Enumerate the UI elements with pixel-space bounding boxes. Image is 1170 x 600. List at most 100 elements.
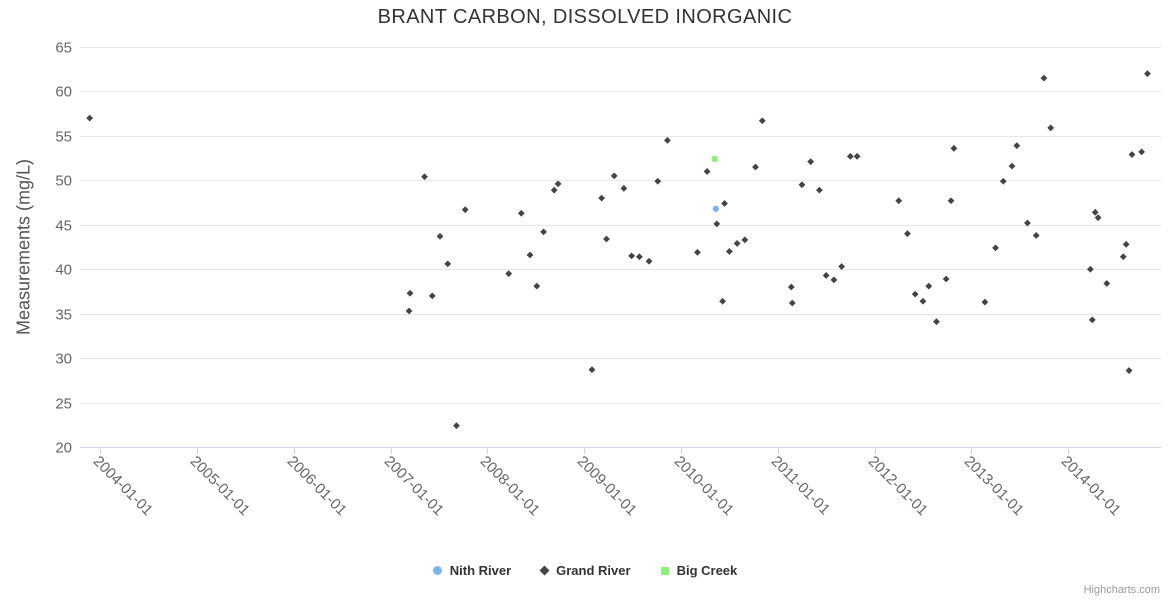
data-point[interactable] xyxy=(1138,148,1146,156)
data-point[interactable] xyxy=(620,184,628,192)
data-point[interactable] xyxy=(540,228,547,236)
data-point[interactable] xyxy=(505,270,513,278)
data-point[interactable] xyxy=(694,248,701,256)
data-point[interactable] xyxy=(853,152,861,160)
data-point[interactable] xyxy=(1032,232,1040,239)
data-point[interactable] xyxy=(758,117,766,125)
data-point[interactable] xyxy=(1008,162,1016,170)
data-point[interactable] xyxy=(428,292,436,300)
data-point[interactable] xyxy=(719,297,726,305)
chart-title: BRANT CARBON, DISSOLVED INORGANIC xyxy=(377,6,793,28)
data-point[interactable] xyxy=(533,282,541,290)
y-tick-label: 20 xyxy=(55,440,72,457)
data-point[interactable] xyxy=(421,173,428,181)
x-tick-label: 2008-01-01 xyxy=(477,453,543,519)
data-point[interactable] xyxy=(406,289,414,297)
data-point[interactable] xyxy=(444,260,452,268)
data-point[interactable] xyxy=(787,283,795,291)
data-point[interactable] xyxy=(721,200,728,207)
data-point[interactable] xyxy=(628,252,636,260)
x-tick-label: 2013-01-01 xyxy=(961,453,1027,519)
data-point[interactable] xyxy=(981,298,989,306)
data-point[interactable] xyxy=(635,253,643,261)
data-point[interactable] xyxy=(713,220,721,228)
data-point[interactable] xyxy=(999,177,1007,185)
data-point[interactable] xyxy=(461,206,469,214)
y-tick-label: 45 xyxy=(55,218,72,235)
data-point[interactable] xyxy=(725,248,733,255)
legend-item-nith-river[interactable]: Nith River xyxy=(432,563,511,578)
data-point[interactable] xyxy=(904,230,911,238)
x-tick-label: 2010-01-01 xyxy=(671,453,737,519)
data-point[interactable] xyxy=(526,251,534,259)
data-point[interactable] xyxy=(1128,151,1136,158)
data-point[interactable] xyxy=(1024,219,1031,227)
x-tick-label: 2011-01-01 xyxy=(768,453,833,518)
data-point[interactable] xyxy=(919,297,927,305)
data-point[interactable] xyxy=(1086,265,1094,273)
data-point[interactable] xyxy=(405,307,413,315)
data-point[interactable] xyxy=(603,235,610,243)
data-point[interactable] xyxy=(933,318,940,326)
data-point[interactable] xyxy=(1125,367,1133,374)
data-point[interactable] xyxy=(1122,240,1130,248)
data-point[interactable] xyxy=(588,366,596,374)
data-point[interactable] xyxy=(895,197,903,205)
data-point[interactable] xyxy=(645,257,653,265)
legend-item-big-creek[interactable]: Big Creek xyxy=(660,563,738,578)
data-point[interactable] xyxy=(822,272,830,279)
data-point[interactable] xyxy=(846,152,854,160)
data-point[interactable] xyxy=(992,244,999,252)
data-point[interactable] xyxy=(664,136,671,144)
data-point[interactable] xyxy=(1103,280,1111,287)
highcharts-credit-link[interactable]: Highcharts.com xyxy=(1083,584,1160,596)
data-point[interactable] xyxy=(86,114,94,122)
data-point[interactable] xyxy=(942,275,950,283)
data-point[interactable] xyxy=(610,172,618,180)
data-point[interactable] xyxy=(807,158,815,166)
data-point[interactable] xyxy=(1047,124,1055,132)
legend-label: Big Creek xyxy=(676,563,738,578)
data-point[interactable] xyxy=(911,290,919,298)
y-tick-label: 55 xyxy=(55,129,72,146)
data-point[interactable] xyxy=(1088,316,1096,324)
data-point[interactable] xyxy=(925,282,933,290)
data-point[interactable] xyxy=(550,186,558,194)
x-tick-label: 2014-01-01 xyxy=(1058,453,1124,519)
data-point[interactable] xyxy=(1119,253,1127,261)
data-point[interactable] xyxy=(1040,74,1048,82)
data-point[interactable] xyxy=(453,422,460,430)
data-point[interactable] xyxy=(517,209,525,217)
data-point[interactable] xyxy=(830,276,838,284)
big-creek-marker-icon xyxy=(660,566,669,575)
data-point[interactable] xyxy=(947,197,955,205)
data-point[interactable] xyxy=(436,232,444,240)
data-point[interactable] xyxy=(712,205,720,212)
nith-river-marker-icon xyxy=(432,566,442,575)
y-tick-label: 50 xyxy=(55,173,72,190)
y-tick-label: 60 xyxy=(55,84,72,101)
data-point[interactable] xyxy=(1091,208,1099,216)
data-point[interactable] xyxy=(752,163,759,171)
data-point[interactable] xyxy=(554,180,562,188)
data-point[interactable] xyxy=(950,144,958,152)
data-point[interactable] xyxy=(703,168,711,175)
data-point[interactable] xyxy=(1094,214,1102,222)
data-point[interactable] xyxy=(654,177,662,185)
y-tick-label: 30 xyxy=(55,351,72,368)
data-point[interactable] xyxy=(712,156,718,162)
legend-item-grand-river[interactable]: Grand River xyxy=(539,563,631,578)
data-point[interactable] xyxy=(798,181,806,189)
data-point[interactable] xyxy=(733,240,741,247)
data-point[interactable] xyxy=(788,299,796,307)
data-point[interactable] xyxy=(1013,142,1021,150)
x-tick-label: 2007-01-01 xyxy=(381,453,447,519)
x-tick-label: 2009-01-01 xyxy=(574,453,640,519)
y-tick-label: 35 xyxy=(55,307,72,324)
data-point[interactable] xyxy=(1144,70,1151,78)
data-point[interactable] xyxy=(741,236,749,244)
data-point[interactable] xyxy=(598,194,606,202)
data-point[interactable] xyxy=(838,263,846,270)
data-point[interactable] xyxy=(815,186,823,194)
